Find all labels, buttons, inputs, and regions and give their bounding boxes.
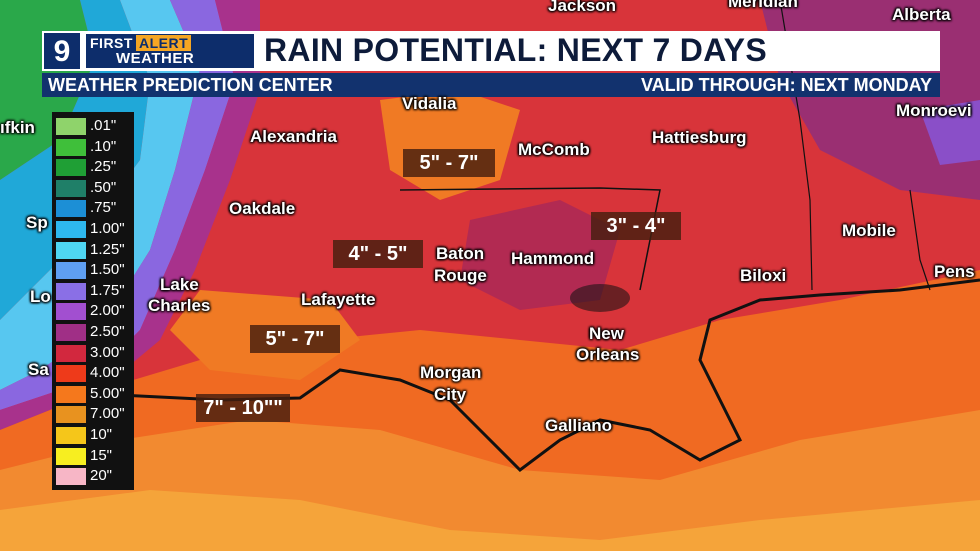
legend-swatch [56,365,86,383]
legend-item: 5.00" [56,384,132,405]
legend-item: .50" [56,178,132,199]
city-label: Charles [148,296,211,315]
source-bar: WEATHER PREDICTION CENTER VALID THROUGH:… [42,73,940,97]
legend-swatch [56,200,86,218]
city-label: Baton [436,244,485,263]
legend-label: 20" [90,467,113,485]
legend-label: .25" [90,158,117,176]
city-label: McComb [518,140,590,159]
legend-label: .75" [90,199,117,217]
city-label: Lake [160,275,199,294]
city-label: Lafayette [301,290,376,309]
source-label: WEATHER PREDICTION CENTER [48,75,333,95]
legend-item: 1.50" [56,260,132,281]
legend-label: 10" [90,426,113,443]
city-label: Galliano [545,416,613,435]
city-label: Rouge [434,266,487,285]
city-label: Jackson [548,0,617,15]
rain-total-box: 7" - 10"" [196,394,290,422]
page-title: RAIN POTENTIAL: NEXT 7 DAYS [264,32,767,68]
city-label: Sp [26,213,48,232]
legend-swatch [56,385,86,403]
rain-total-box: 5" - 7" [250,325,340,353]
legend-item: 1.25" [56,240,132,261]
rain-total-box: 5" - 7" [403,149,495,177]
legend-swatch [56,406,86,424]
legend-item: 3.00" [56,343,132,364]
city-label: Oakdale [229,199,296,218]
legend-item: .10" [56,137,132,158]
legend-swatch [56,262,86,280]
rain-total-box: 3" - 4" [591,212,681,240]
legend-swatch [56,447,86,465]
legend-swatch [56,159,86,177]
legend-label: 1.50" [90,261,125,279]
city-label: Hammond [511,249,595,268]
legend-item: 7.00" [56,404,132,425]
city-label: Biloxi [740,266,787,285]
valid-label: VALID THROUGH: NEXT MONDAY [640,75,932,95]
legend-swatch [56,344,86,362]
rain-total-box: 4" - 5" [333,240,423,268]
legend-swatch [56,282,86,300]
city-label: New [589,324,624,343]
city-label: Lo [30,287,51,306]
legend-label: 1.75" [90,281,125,299]
legend-item: 2.50" [56,322,132,343]
legend-label: 1.25" [90,240,125,258]
legend-item: 20" [56,466,132,487]
legend-label: 4.00" [90,364,125,382]
rainfall-legend: .01" .10" .25" .50" .75" 1.00" 1.25" 1.50" 1.75"… [52,112,134,490]
legend-swatch [56,468,86,486]
city-label: Mobile [842,221,896,240]
legend-swatch [56,241,86,259]
legend-item: .75" [56,198,132,219]
city-label: City [434,385,467,404]
city-label: ıfkin [0,118,35,137]
legend-label: .01" [90,117,117,134]
legend-item: .01" [56,116,132,137]
legend-label: 2.50" [90,323,125,340]
city-label: Alberta [892,5,951,24]
legend-label: 2.00" [90,302,125,320]
legend-label: 15" [90,446,113,464]
first-alert-logo: FIRST ALERT WEATHER [86,34,254,68]
legend-label: .50" [90,178,117,196]
legend-swatch [56,427,86,444]
legend-item: 1.75" [56,281,132,302]
city-label: Vidalia [402,94,457,113]
legend-swatch [56,138,86,156]
legend-item: 10" [56,425,132,446]
legend-label: 5.00" [90,384,125,402]
legend-label: 7.00" [90,405,125,423]
city-label: Monroevi [896,101,972,120]
legend-swatch [56,179,86,197]
legend-label: .10" [90,137,117,155]
legend-swatch [56,324,86,341]
legend-item: 1.00" [56,219,132,240]
legend-item: .25" [56,157,132,178]
city-label: Alexandria [250,127,337,146]
legend-item: 2.00" [56,301,132,322]
city-label: Meridian [728,0,798,11]
city-label: Pens [934,262,975,281]
legend-item: 15" [56,446,132,467]
city-label: Morgan [420,363,482,382]
legend-label: 1.00" [90,220,125,237]
legend-swatch [56,303,86,321]
city-label: Sa [28,360,49,379]
title-bar: 9 FIRST ALERT WEATHER RAIN POTENTIAL: NEX… [42,31,940,71]
legend-item: 4.00" [56,363,132,384]
city-label: Hattiesburg [652,128,747,147]
city-label: Orleans [576,345,640,364]
legend-label: 3.00" [90,343,125,361]
channel-logo: 9 [42,31,82,71]
legend-swatch [56,221,86,238]
legend-swatch [56,118,86,135]
